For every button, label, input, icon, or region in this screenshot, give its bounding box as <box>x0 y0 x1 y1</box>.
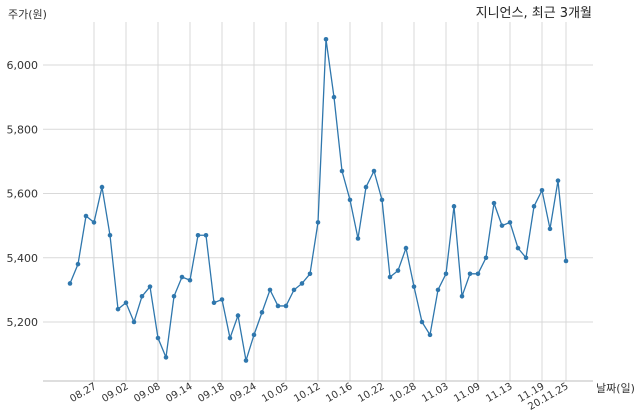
data-point <box>515 245 521 251</box>
data-point <box>467 271 473 277</box>
y-tick-label: 5,600 <box>7 188 39 201</box>
y-tick-label: 6,000 <box>7 59 39 72</box>
data-point <box>331 94 337 100</box>
data-point <box>283 303 289 309</box>
data-point <box>275 303 281 309</box>
data-point <box>347 197 353 203</box>
data-point <box>427 332 433 338</box>
data-point <box>307 271 313 277</box>
data-point <box>459 294 465 299</box>
data-point <box>435 287 441 293</box>
y-tick-label: 5,200 <box>7 316 39 329</box>
data-point <box>387 274 393 280</box>
data-point <box>371 168 377 174</box>
data-point <box>219 297 225 302</box>
data-point <box>211 300 217 306</box>
data-point <box>131 319 137 325</box>
data-point <box>555 178 561 183</box>
data-point <box>523 255 529 261</box>
data-point <box>395 268 401 273</box>
data-point <box>75 261 81 267</box>
data-point <box>243 358 249 363</box>
data-point <box>67 281 73 286</box>
data-point <box>499 223 505 228</box>
data-point <box>483 255 489 261</box>
data-point <box>259 310 265 315</box>
y-tick-labels: 5,200 5,400 5,600 5,800 6,000 <box>7 59 39 329</box>
data-point <box>411 284 417 289</box>
data-point <box>547 226 553 232</box>
y-axis-label: 주가(원) <box>8 8 47 21</box>
data-point <box>299 281 305 286</box>
data-point <box>147 284 153 289</box>
y-tick-label: 5,800 <box>7 123 39 136</box>
data-point <box>91 220 97 225</box>
data-point <box>563 258 569 264</box>
data-point <box>99 184 105 190</box>
data-point <box>235 313 241 318</box>
data-point <box>403 245 409 251</box>
data-point <box>443 271 449 277</box>
y-tick-label: 5,400 <box>7 252 39 265</box>
data-point <box>379 197 385 203</box>
data-point <box>115 306 121 312</box>
x-axis-label: 날짜(일) <box>596 381 635 395</box>
data-point <box>315 220 321 225</box>
data-point <box>267 287 273 293</box>
data-point <box>507 220 513 225</box>
data-point <box>323 37 329 42</box>
data-point <box>203 232 209 238</box>
data-point <box>355 236 361 241</box>
data-point <box>251 332 257 338</box>
data-point <box>419 319 425 325</box>
data-point <box>155 335 161 341</box>
data-point <box>163 355 169 360</box>
data-point <box>491 200 497 206</box>
data-point <box>539 187 545 193</box>
data-point <box>107 232 113 238</box>
data-point <box>139 294 145 299</box>
data-point <box>291 287 297 293</box>
data-point <box>339 168 345 174</box>
data-point <box>451 204 457 209</box>
data-point <box>123 300 129 306</box>
data-point <box>187 277 193 283</box>
data-point <box>195 232 201 238</box>
data-point <box>83 213 89 219</box>
data-point <box>475 271 481 277</box>
data-point <box>179 274 185 280</box>
data-points <box>67 37 569 363</box>
data-point <box>363 184 369 190</box>
data-point <box>531 204 537 209</box>
data-point <box>171 294 177 299</box>
chart-title: 지니언스, 최근 3개월 <box>476 6 592 21</box>
data-point <box>227 335 233 341</box>
